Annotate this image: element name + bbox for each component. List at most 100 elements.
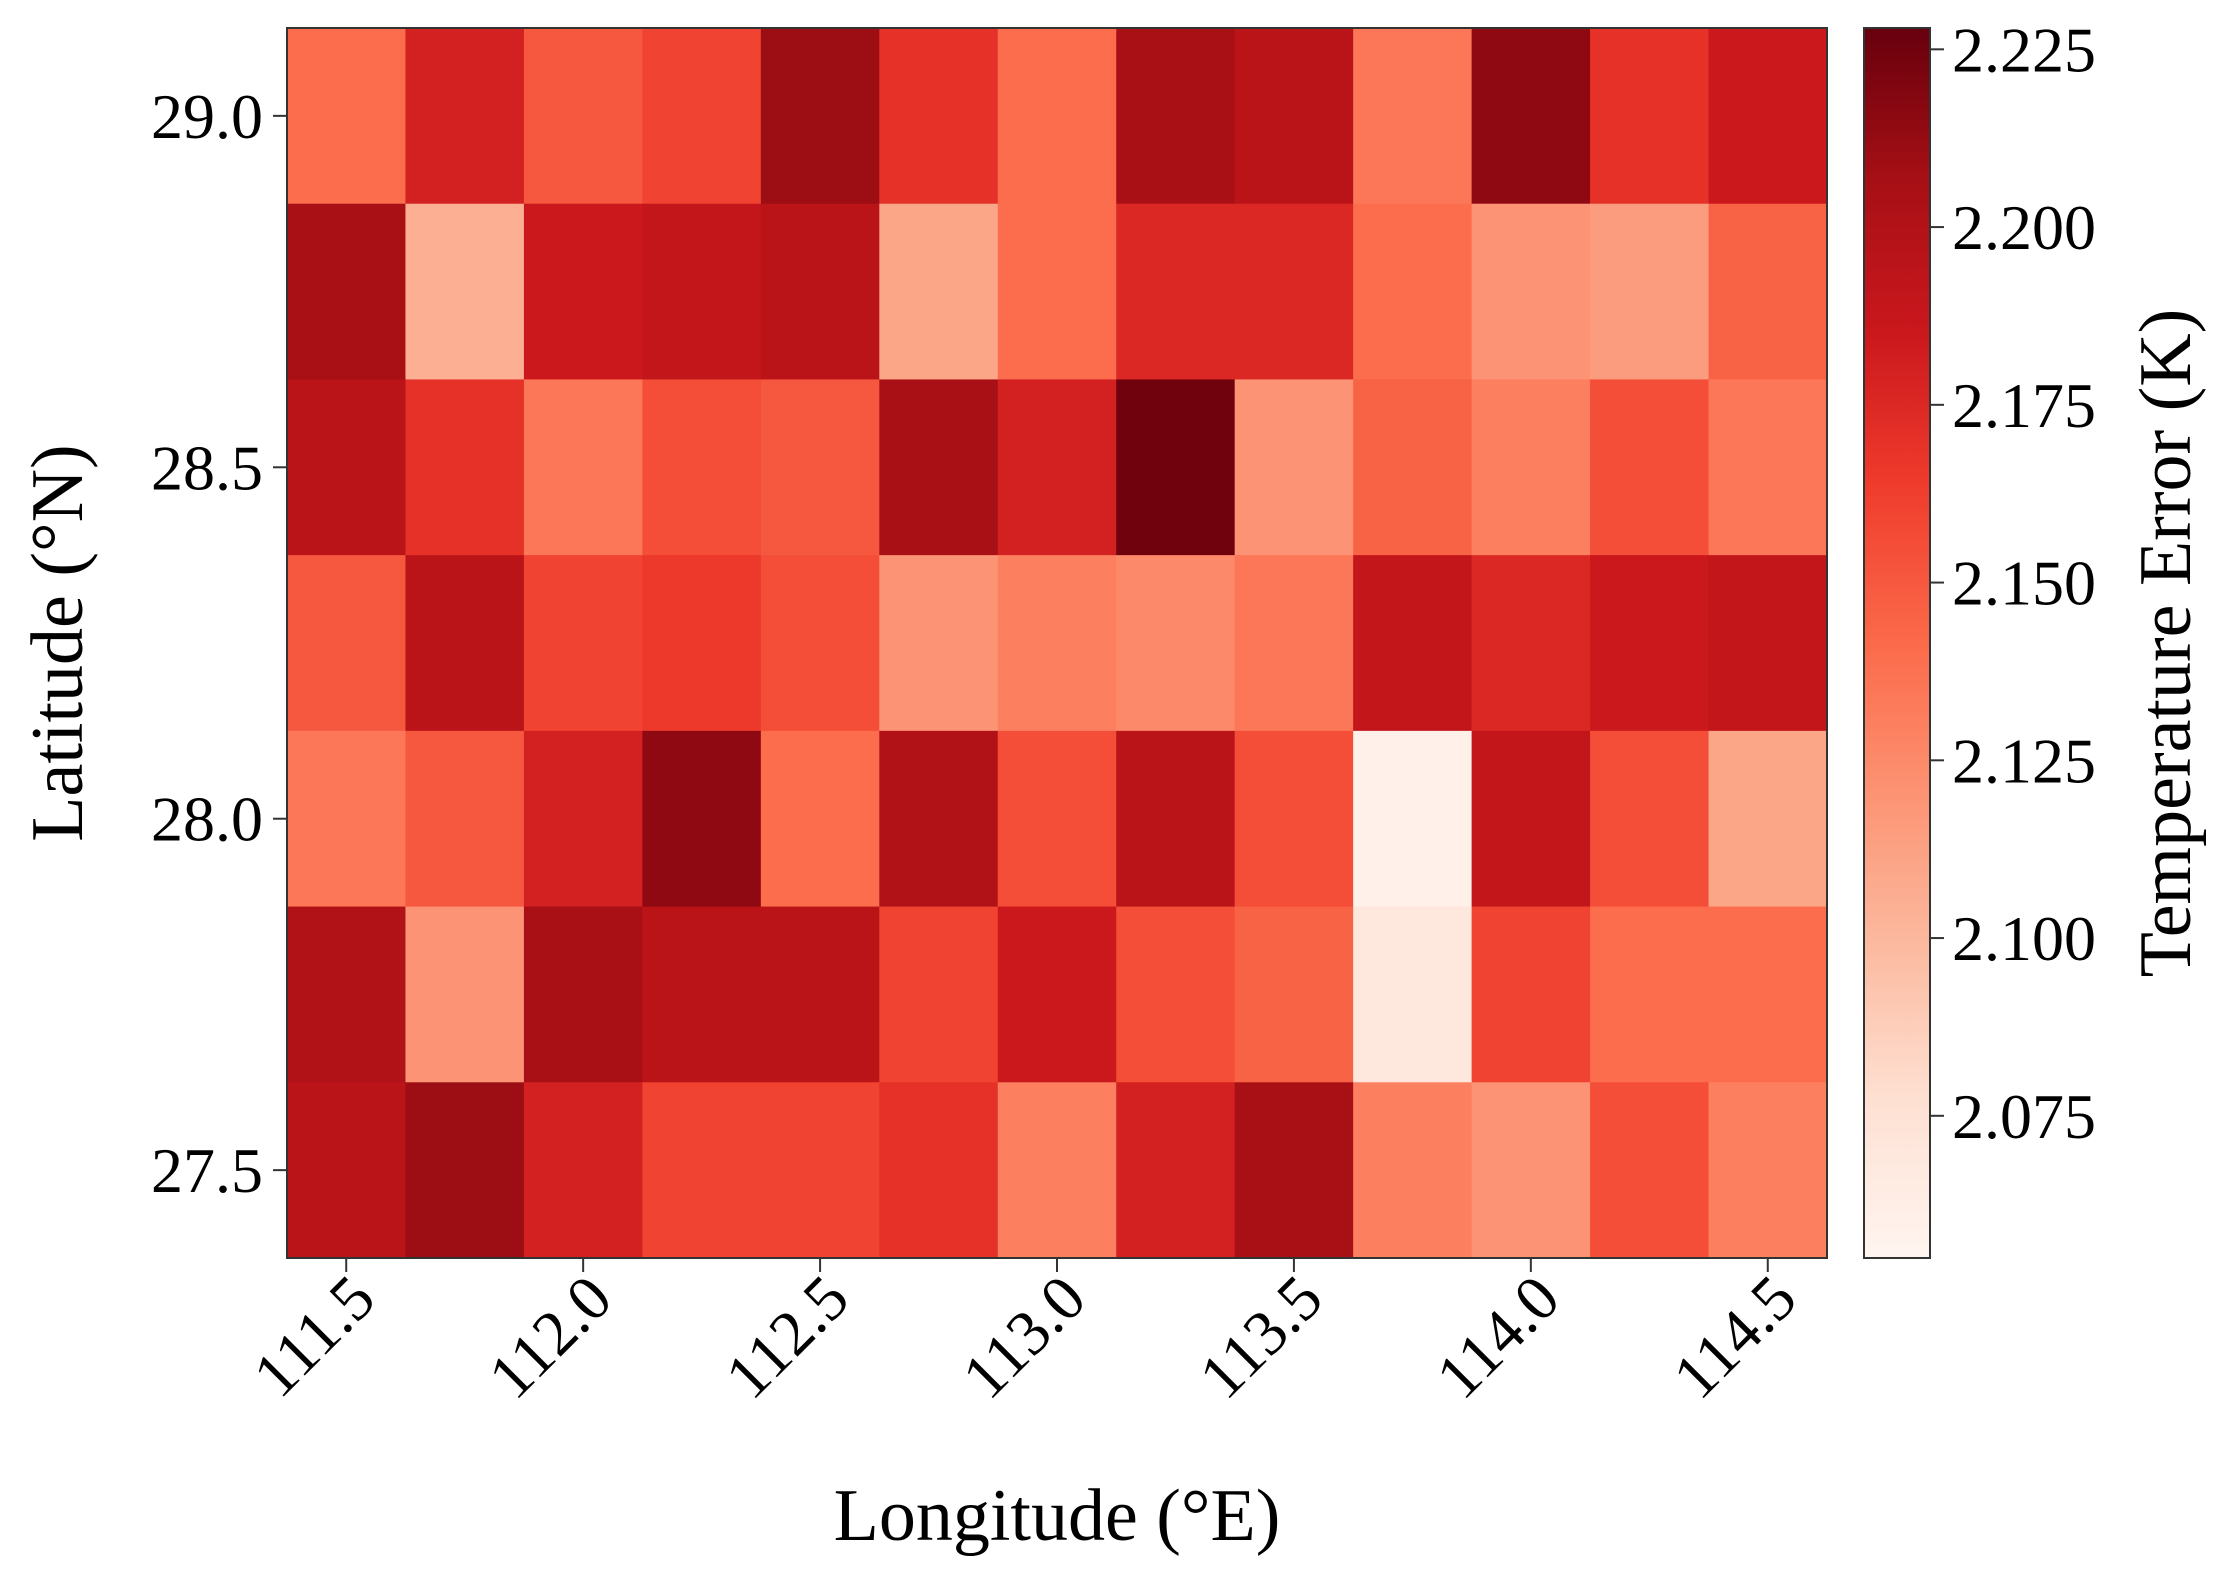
heatmap-cell [1234,1082,1354,1259]
heatmap-cell [1590,730,1710,908]
heatmap-cell [1708,906,1828,1083]
heatmap-cell [1708,730,1828,908]
heatmap-cell [523,906,643,1083]
heatmap-cell [1471,906,1591,1083]
heatmap-cell [997,1082,1117,1259]
heatmap-cell [1234,730,1354,908]
colorbar-tick-label: 2.100 [1952,903,2096,974]
heatmap-cell [1234,906,1354,1083]
heatmap-cell [405,203,525,381]
heatmap-cell [1116,730,1236,908]
colorbar-label: Temperature Error (K) [2125,309,2207,978]
heatmap-cell [523,1082,643,1259]
heatmap-cell [1353,28,1473,205]
heatmap-cell [287,379,407,556]
heatmap-cell [1590,555,1710,732]
x-tick-label: 113.0 [949,1262,1099,1412]
heatmap-cell [760,28,880,205]
heatmap-cell [1708,555,1828,732]
heatmap-cell [997,379,1117,556]
heatmap-cell [760,1082,880,1259]
heatmap-cell [405,906,525,1083]
heatmap-cell [1353,906,1473,1083]
heatmap-cell [1353,379,1473,556]
heatmap-cell [879,28,999,205]
colorbar-tick-label: 2.150 [1952,548,2096,619]
heatmap-cell [1234,203,1354,381]
heatmap-cell [642,906,762,1083]
x-tick-label: 111.5 [239,1262,388,1411]
y-axis-label: Latitude (°N) [17,444,99,841]
heatmap-cell [642,730,762,908]
heatmap-cell [523,555,643,732]
heatmap-cell [1116,1082,1236,1259]
heatmap-cell [1353,1082,1473,1259]
heatmap-cell [642,203,762,381]
heatmap-cell [287,28,407,205]
heatmap-cell [1353,203,1473,381]
colorbar-tick-label: 2.075 [1952,1081,2096,1152]
heatmap-cell [1590,203,1710,381]
heatmap-cell [1116,28,1236,205]
heatmap-cell [523,203,643,381]
heatmap-cell [1708,1082,1828,1259]
heatmap-cell [879,203,999,381]
heatmap-cells [287,28,1828,1259]
heatmap-cell [760,555,880,732]
heatmap-cell [1116,203,1236,381]
x-axis-label: Longitude (°E) [834,1475,1281,1557]
x-tick-label: 114.5 [1659,1262,1809,1412]
y-tick-label: 27.5 [151,1135,263,1206]
heatmap-cell [1590,1082,1710,1259]
heatmap-cell [405,555,525,732]
heatmap-cell [642,1082,762,1259]
heatmap-cell [523,379,643,556]
x-tick-label: 113.5 [1185,1262,1335,1412]
heatmap-cell [1234,28,1354,205]
heatmap-cell [1234,555,1354,732]
heatmap-cell [405,28,525,205]
colorbar [1863,27,1931,1259]
heatmap-cell [997,555,1117,732]
heatmap-cell [1234,379,1354,556]
heatmap-cell [287,555,407,732]
heatmap-cell [879,906,999,1083]
heatmap-cell [287,730,407,908]
heatmap-cell [405,379,525,556]
heatmap-cell [879,555,999,732]
heatmap-cell [642,555,762,732]
heatmap-cell [523,28,643,205]
x-tick-label: 112.5 [712,1262,862,1412]
heatmap-cell [642,379,762,556]
heatmap-cell [1116,379,1236,556]
colorbar-tick-label: 2.200 [1952,192,2096,263]
heatmap-cell [997,203,1117,381]
y-tick-label: 29.0 [151,81,263,152]
heatmap-cell [1353,730,1473,908]
heatmap-cell [760,379,880,556]
heatmap-cell [879,1082,999,1259]
colorbar-tick-label: 2.225 [1952,14,2096,85]
colorbar-ticks: 2.075 2.100 2.125 2.150 2.175 2.200 2.225 [1930,14,2096,1152]
heatmap-cell [642,28,762,205]
heatmap-cell [1471,28,1591,205]
heatmap-cell [523,730,643,908]
heatmap-cell [1116,555,1236,732]
heatmap-cell [405,730,525,908]
heatmap-cell [760,730,880,908]
y-axis: 27.5 28.0 28.5 29.0 [151,81,287,1206]
heatmap-cell [287,203,407,381]
x-tick-label: 112.0 [475,1262,625,1412]
colorbar-tick-label: 2.125 [1952,725,2096,796]
heatmap-cell [1590,906,1710,1083]
heatmap-cell [1471,730,1591,908]
heatmap-cell [405,1082,525,1259]
heatmap-cell [997,906,1117,1083]
heatmap-cell [1471,555,1591,732]
heatmap-cell [1471,1082,1591,1259]
heatmap-cell [1590,28,1710,205]
heatmap-cell [1708,28,1828,205]
heatmap-cell [1353,555,1473,732]
